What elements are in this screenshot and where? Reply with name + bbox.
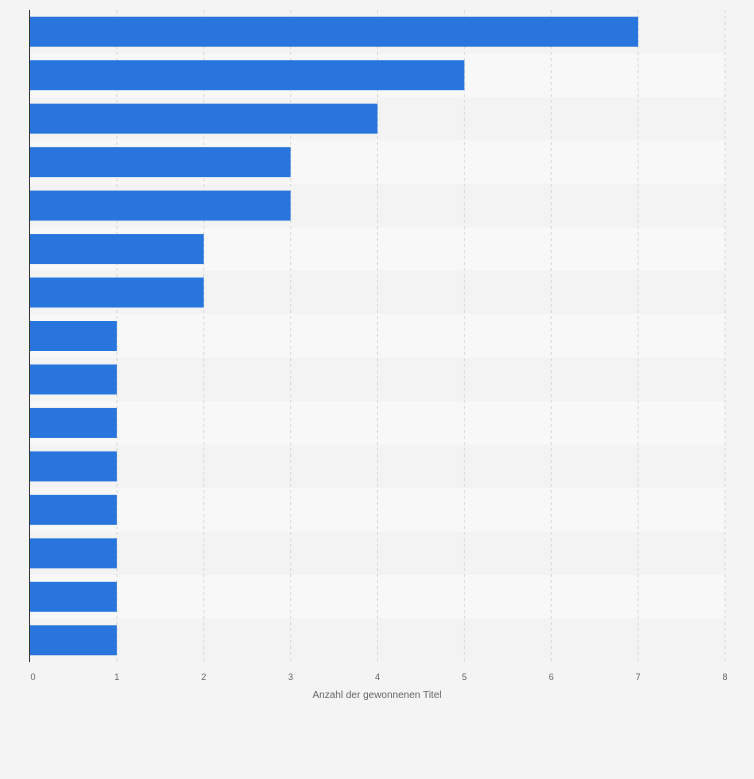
bars — [30, 16, 639, 656]
bar — [30, 103, 378, 134]
bar — [30, 60, 465, 91]
x-tick-label: 2 — [201, 672, 206, 682]
x-tick-label: 7 — [636, 672, 641, 682]
bar — [30, 364, 117, 395]
bar — [30, 321, 117, 351]
bar — [30, 277, 204, 308]
x-tick-labels: 0 1 2 3 4 5 6 7 8 — [30, 672, 727, 682]
bar — [30, 625, 117, 656]
bar — [30, 451, 117, 482]
bar — [30, 538, 117, 569]
bar — [30, 16, 639, 47]
bar — [30, 190, 291, 221]
x-tick-label: 0 — [30, 672, 35, 682]
x-axis-title: Anzahl der gewonnenen Titel — [313, 690, 442, 701]
x-tick-label: 4 — [375, 672, 380, 682]
x-tick-label: 3 — [288, 672, 293, 682]
x-tick-label: 1 — [114, 672, 119, 682]
bar — [30, 407, 117, 438]
x-tick-label: 8 — [722, 672, 727, 682]
bar — [30, 494, 117, 525]
x-tick-label: 6 — [549, 672, 554, 682]
bar — [30, 234, 204, 265]
bar — [30, 147, 291, 178]
bar — [30, 581, 117, 612]
x-tick-label: 5 — [462, 672, 467, 682]
